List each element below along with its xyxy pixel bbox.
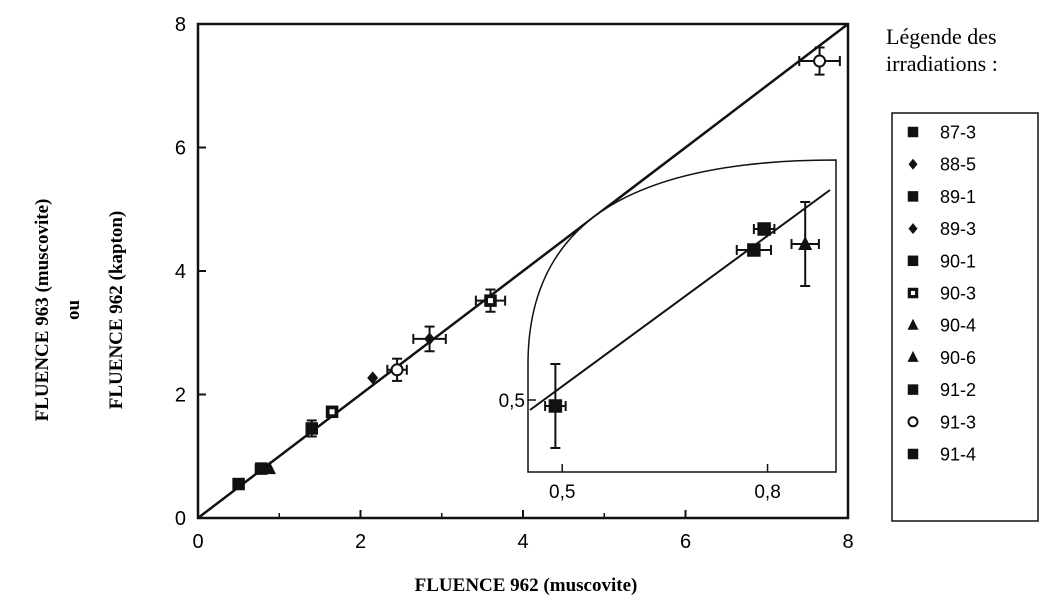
legend-item: 91-2 xyxy=(907,380,976,400)
inset-data-points xyxy=(544,201,820,449)
legend-item-label: 90-6 xyxy=(940,348,976,368)
data-point xyxy=(325,405,339,419)
data-points xyxy=(232,46,841,491)
data-point xyxy=(263,461,276,475)
x-tick-label: 8 xyxy=(842,531,853,553)
legend-item-label: 91-4 xyxy=(940,445,976,465)
y-tick-label: 2 xyxy=(175,385,186,407)
legend-item: 91-3 xyxy=(907,412,976,432)
legend-item: 90-3 xyxy=(907,284,976,304)
legend-item-label: 90-3 xyxy=(940,284,976,304)
legend-item-label: 90-4 xyxy=(940,316,976,336)
reference-line-group xyxy=(197,23,849,519)
inset-data-point xyxy=(735,243,772,257)
x-tick-label: 2 xyxy=(355,531,366,553)
data-point xyxy=(367,371,379,385)
data-point xyxy=(798,46,841,76)
y-tick-label: 4 xyxy=(175,261,186,283)
legend-item: 91-4 xyxy=(907,445,976,465)
legend-box xyxy=(891,112,1039,522)
y-axis-title-line-3: FLUENCE 962 (kapton) xyxy=(106,211,127,409)
inset-x-tick-label: 0,8 xyxy=(754,482,780,503)
legend-item-label: 87-3 xyxy=(940,123,976,143)
legend-title-line-1: Légende des xyxy=(886,24,997,49)
inset-reference-line xyxy=(529,189,831,411)
x-tick-label: 6 xyxy=(680,531,691,553)
inset-ticks: 0,5 0,8 0,5 xyxy=(499,391,781,503)
reference-line xyxy=(197,23,849,519)
legend-item-label: 88-5 xyxy=(940,155,976,175)
y-tick-label: 0 xyxy=(175,508,186,530)
legend-item: 90-4 xyxy=(907,316,976,336)
legend-item-label: 90-1 xyxy=(940,251,976,271)
inset-x-tick-label: 0,5 xyxy=(549,482,575,503)
legend-title-line-2: irradiations : xyxy=(886,51,998,76)
y-axis-title-line-1: FLUENCE 963 (muscovite) xyxy=(32,199,53,422)
legend-item: 87-3 xyxy=(907,123,976,143)
legend-item: 89-1 xyxy=(907,187,976,207)
legend-item-label: 89-3 xyxy=(940,219,976,239)
data-point xyxy=(412,325,447,353)
inset-y-tick-label: 0,5 xyxy=(499,391,525,412)
inset-data-point xyxy=(790,201,820,287)
data-point xyxy=(386,357,408,382)
y-tick-label: 8 xyxy=(175,14,186,36)
inset-data-point xyxy=(752,222,776,236)
x-axis-title: FLUENCE 962 (muscovite) xyxy=(415,575,638,596)
legend-item-label: 91-3 xyxy=(940,412,976,432)
axis-ticks: 0 2 4 6 8 0 2 4 6 8 xyxy=(175,14,854,553)
y-tick-label: 6 xyxy=(175,138,186,160)
x-tick-label: 0 xyxy=(192,531,203,553)
inset-data-point xyxy=(544,363,567,449)
data-point xyxy=(305,419,318,438)
data-point xyxy=(474,288,507,313)
data-point xyxy=(232,477,245,491)
legend-item-label: 89-1 xyxy=(940,187,976,207)
legend-items: 87-3 88-5 89-1 89-3 90-1 90-3 90-4 90-6 91-2 91-3… xyxy=(907,123,976,465)
inset-frame xyxy=(527,159,837,473)
x-tick-label: 4 xyxy=(517,531,528,553)
y-axis-title-line-2: ou xyxy=(63,300,84,321)
legend-item: 89-3 xyxy=(908,219,976,239)
legend-item-label: 91-2 xyxy=(940,380,976,400)
legend-item: 90-1 xyxy=(907,251,976,271)
legend-item: 90-6 xyxy=(907,348,976,368)
legend-item: 88-5 xyxy=(908,155,976,175)
